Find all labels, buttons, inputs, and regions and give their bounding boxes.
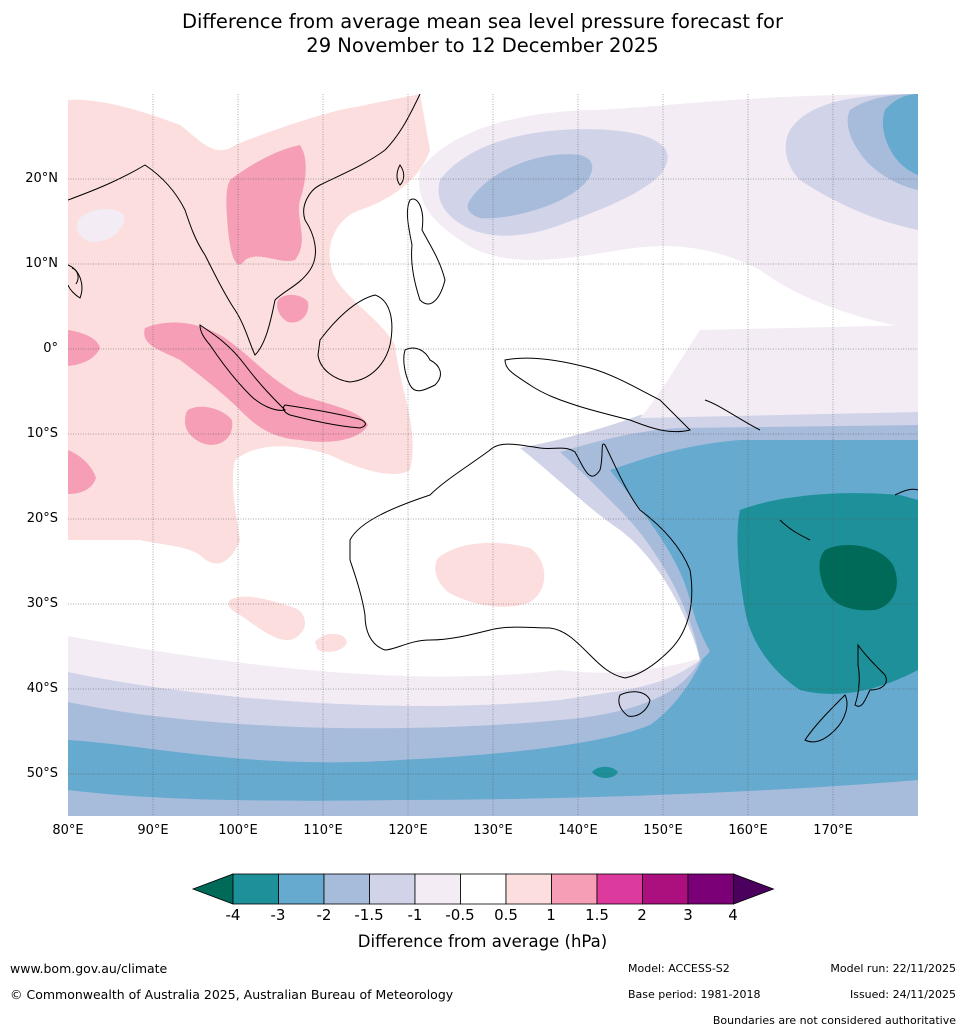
lon-label-140e: 140°E — [558, 823, 598, 838]
lat-label-30s: 30°S — [26, 596, 58, 611]
colorbar-tick-label: 2 — [637, 906, 647, 924]
lat-label-20s: 20°S — [26, 511, 58, 526]
footer-website: www.bom.gov.au/climate — [10, 961, 168, 976]
colorbar-tick-label: 3 — [683, 906, 693, 924]
colorbar-swatch — [642, 873, 689, 905]
new-zealand-north-coastline — [854, 643, 887, 707]
sri-lanka-coastline — [71, 267, 79, 285]
anomaly-contour-plus-1-sumatra-west — [185, 406, 233, 445]
anomaly-contour-plus-1-equatorial — [144, 322, 368, 442]
colorbar-swatch — [414, 873, 461, 905]
anomaly-contour-plus-0.5-indian-ocean — [68, 94, 430, 564]
colorbar-tick-label: -1.5 — [354, 906, 384, 924]
philippines-coastline — [406, 198, 446, 305]
colorbar-swatch — [687, 873, 734, 905]
sulawesi-coastline — [403, 347, 441, 392]
colorbar-tick-label: -2 — [316, 906, 332, 924]
footer-base-period: Base period: 1981-2018 — [628, 988, 761, 1001]
tasmania-coastline — [618, 691, 651, 717]
java-coastline — [282, 404, 366, 429]
lon-label-120e: 120°E — [388, 823, 428, 838]
australia-coastline — [349, 443, 693, 679]
anomaly-contour-minus-1.5-north-pacific — [467, 94, 918, 219]
graticule — [68, 94, 918, 816]
anomaly-contour-plus-1-southeast-asia — [226, 145, 306, 265]
colorbar-swatch — [505, 873, 552, 905]
colorbar-tick-label: 0.5 — [494, 906, 518, 924]
colorbar-swatch — [460, 873, 507, 905]
footer-model-run: Model run: 22/11/2025 — [830, 962, 956, 975]
map-title: Difference from average mean sea level p… — [0, 10, 965, 58]
lon-label-130e: 130°E — [473, 823, 513, 838]
colorbar-tick-label: 4 — [728, 906, 738, 924]
anomaly-contour-plus-0.5-west-australia — [435, 542, 545, 607]
sumatra-coastline — [199, 324, 287, 411]
lon-label-170e: 170°E — [813, 823, 853, 838]
lon-label-100e: 100°E — [218, 823, 258, 838]
colorbar-swatch — [551, 873, 598, 905]
colorbar-tick-label: 1 — [546, 906, 556, 924]
footer-disclaimer: Boundaries are not considered authoritat… — [712, 1014, 956, 1027]
lat-label-50s: 50°S — [26, 766, 58, 781]
colorbar-tick-label: -0.5 — [445, 906, 475, 924]
anomaly-contour-plus-1-small-blob — [277, 294, 309, 323]
lat-label-40s: 40°S — [26, 681, 58, 696]
colorbar-title: Difference from average (hPa) — [357, 932, 608, 951]
anomaly-contour-minus-3-small — [592, 766, 618, 778]
lon-label-110e: 110°E — [303, 823, 343, 838]
colorbar — [191, 873, 775, 905]
new-zealand-south-coastline — [804, 694, 848, 743]
japan-taiwan-coastline — [396, 164, 405, 186]
anomaly-contour-minus-0.5-pacific-south — [640, 325, 918, 418]
footer-issued: Issued: 24/11/2025 — [849, 988, 956, 1001]
anomaly-contour-plus-0.5-southwest-islet — [228, 596, 347, 653]
lat-label-20n: 20°N — [25, 171, 58, 186]
anomaly-contour-plus-1-west-edge — [68, 330, 100, 494]
anomaly-contour-minus-2-south — [68, 490, 918, 801]
solomon-vanuatu-coastline — [704, 399, 918, 541]
title-line-2: 29 November to 12 December 2025 — [306, 34, 659, 57]
map-plot-area — [68, 94, 918, 816]
title-line-1: Difference from average mean sea level p… — [182, 10, 783, 33]
coastlines — [68, 94, 918, 743]
lat-label-10s: 10°S — [26, 426, 58, 441]
colorbar-swatch — [278, 873, 325, 905]
colorbar-tick-label: -1 — [407, 906, 423, 924]
footer-model: Model: ACCESS-S2 — [628, 962, 730, 975]
anomaly-contour-minus-0.5-small-north — [77, 208, 125, 242]
lat-label-0: 0° — [43, 341, 58, 356]
anomaly-contour-minus-4-tasman — [819, 545, 897, 611]
colorbar-swatch — [596, 873, 643, 905]
colorbar-tick-label: -3 — [270, 906, 286, 924]
lon-label-90e: 90°E — [137, 823, 169, 838]
asia-mainland-coastline — [68, 94, 421, 356]
anomaly-contour-minus-2-north-pacific — [882, 94, 918, 175]
colorbar-swatch — [369, 873, 416, 905]
footer-copyright: © Commonwealth of Australia 2025, Austra… — [10, 987, 454, 1002]
lon-label-80e: 80°E — [52, 823, 84, 838]
colorbar-extend-low — [191, 873, 234, 905]
new-guinea-coastline — [504, 357, 691, 433]
borneo-coastline — [317, 294, 393, 383]
colorbar-tick-label: -4 — [225, 906, 241, 924]
colorbar-tick-label: 1.5 — [585, 906, 609, 924]
colorbar-extend-high — [733, 873, 775, 905]
lon-label-150e: 150°E — [643, 823, 683, 838]
colorbar-swatch — [323, 873, 370, 905]
lon-label-160e: 160°E — [728, 823, 768, 838]
colorbar-swatch — [232, 873, 279, 905]
lat-label-10n: 10°N — [25, 256, 58, 271]
